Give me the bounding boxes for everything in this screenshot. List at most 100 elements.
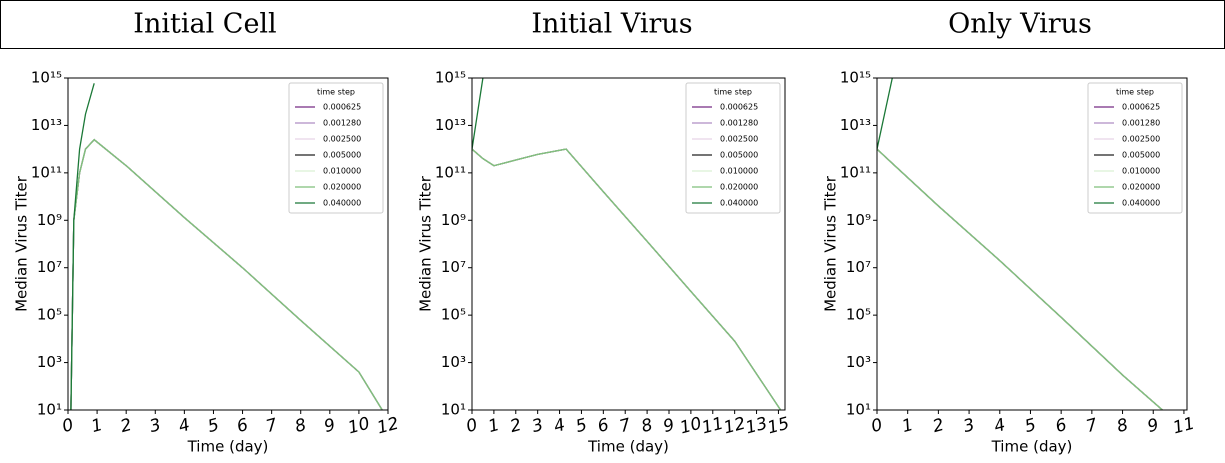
axes-frame bbox=[876, 77, 1188, 411]
x-tick-label: 3 bbox=[530, 415, 546, 437]
x-tick-label: 9 bbox=[661, 415, 677, 437]
chart-title: Initial Cell bbox=[133, 9, 276, 40]
x-tick-label: 6 bbox=[235, 415, 251, 437]
legend-label: 0.002500 bbox=[323, 135, 361, 144]
x-tick-label: 0 bbox=[869, 415, 885, 437]
x-tick-label: 1 bbox=[900, 415, 916, 437]
legend-title: time step bbox=[714, 88, 752, 97]
y-tick-label: 10⁹ bbox=[846, 211, 871, 229]
y-tick-label: 10⁹ bbox=[441, 211, 466, 229]
legend-label: 0.000625 bbox=[1122, 103, 1160, 112]
x-tick-label: 5 bbox=[206, 415, 222, 437]
plot-area bbox=[70, 83, 383, 410]
y-tick-label: 10⁵ bbox=[441, 306, 466, 324]
y-tick-label: 10⁹ bbox=[37, 211, 62, 229]
y-tick-label: 10⁷ bbox=[846, 258, 871, 276]
x-tick-label: 2 bbox=[931, 415, 947, 437]
legend-label: 0.010000 bbox=[1122, 167, 1160, 176]
x-tick-label: 8 bbox=[1115, 415, 1131, 437]
legend-title: time step bbox=[317, 88, 355, 97]
axes-frame bbox=[67, 77, 389, 411]
x-tick-label: 1 bbox=[89, 415, 105, 437]
x-tick-label: 6 bbox=[1053, 415, 1069, 437]
legend-title: time step bbox=[1116, 88, 1154, 97]
x-tick-label: 0 bbox=[464, 415, 480, 437]
y-tick-label: 10¹³ bbox=[840, 116, 871, 134]
x-axis-label: Time (day) bbox=[187, 438, 269, 456]
x-tick-label: 11 bbox=[1171, 414, 1197, 439]
legend-label: 0.000625 bbox=[323, 103, 361, 112]
x-tick-label: 8 bbox=[639, 415, 655, 437]
y-axis-label: Median Virus Titer bbox=[417, 175, 435, 312]
x-tick-label: 3 bbox=[961, 415, 977, 437]
plot-area bbox=[877, 78, 1163, 410]
legend-box bbox=[288, 82, 384, 214]
y-tick-label: 10¹ bbox=[37, 401, 62, 419]
legend-label: 0.020000 bbox=[323, 183, 361, 192]
chart-title: Initial Virus bbox=[531, 9, 692, 40]
legend-label: 0.040000 bbox=[1122, 199, 1160, 208]
y-tick-label: 10¹¹ bbox=[840, 163, 871, 181]
legend-label: 0.010000 bbox=[323, 167, 361, 176]
x-tick-label: 3 bbox=[147, 415, 163, 437]
legend-label: 0.002500 bbox=[720, 135, 758, 144]
x-tick-label: 1 bbox=[486, 415, 502, 437]
y-tick-label: 10³ bbox=[441, 353, 466, 371]
x-tick-label: 9 bbox=[1145, 415, 1161, 437]
x-tick-label: 7 bbox=[1084, 415, 1100, 437]
series-line bbox=[70, 138, 383, 410]
x-tick-label: 10 bbox=[678, 414, 704, 439]
x-tick-label: 12 bbox=[375, 414, 401, 439]
legend-label: 0.005000 bbox=[720, 151, 758, 160]
x-tick-label: 7 bbox=[264, 415, 280, 437]
x-tick-label: 6 bbox=[596, 415, 612, 437]
legend-box bbox=[1087, 82, 1183, 214]
x-tick-label: 4 bbox=[177, 415, 193, 437]
x-tick-label: 9 bbox=[322, 415, 338, 437]
axes-frame bbox=[471, 77, 786, 411]
x-axis-label: Time (day) bbox=[991, 438, 1073, 456]
y-tick-label: 10¹³ bbox=[435, 116, 466, 134]
legend-label: 0.001280 bbox=[1122, 119, 1160, 128]
x-tick-label: 13 bbox=[744, 414, 770, 439]
y-tick-label: 10³ bbox=[846, 353, 871, 371]
x-tick-label: 5 bbox=[1023, 415, 1039, 437]
series-line bbox=[472, 148, 782, 410]
y-tick-label: 10¹¹ bbox=[435, 163, 466, 181]
legend-label: 0.040000 bbox=[720, 199, 758, 208]
y-axis-label: Median Virus Titer bbox=[13, 175, 31, 312]
chart-title: Only Virus bbox=[948, 9, 1092, 40]
plot-area bbox=[472, 78, 782, 410]
legend-label: 0.001280 bbox=[323, 119, 361, 128]
legend-label: 0.001280 bbox=[720, 119, 758, 128]
legend-label: 0.002500 bbox=[1122, 135, 1160, 144]
y-tick-label: 10⁵ bbox=[846, 306, 871, 324]
x-tick-label: 12 bbox=[722, 414, 748, 439]
x-tick-label: 7 bbox=[617, 415, 633, 437]
legend-box bbox=[685, 82, 781, 214]
y-tick-label: 10¹⁵ bbox=[435, 69, 466, 87]
x-tick-label: 8 bbox=[293, 415, 309, 437]
y-tick-label: 10⁵ bbox=[37, 306, 62, 324]
y-tick-label: 10¹ bbox=[846, 401, 871, 419]
series-line bbox=[472, 78, 484, 150]
y-tick-label: 10⁷ bbox=[37, 258, 62, 276]
legend-label: 0.005000 bbox=[1122, 151, 1160, 160]
x-tick-label: 0 bbox=[60, 415, 76, 437]
legend-label: 0.000625 bbox=[720, 103, 758, 112]
y-tick-label: 10¹¹ bbox=[31, 163, 62, 181]
y-tick-label: 10¹³ bbox=[31, 116, 62, 134]
x-tick-label: 11 bbox=[700, 414, 726, 439]
legend-label: 0.010000 bbox=[720, 167, 758, 176]
legend-label: 0.020000 bbox=[720, 183, 758, 192]
y-tick-label: 10⁷ bbox=[441, 258, 466, 276]
y-tick-label: 10¹⁵ bbox=[840, 69, 871, 87]
x-tick-label: 10 bbox=[346, 414, 372, 439]
y-tick-label: 10¹ bbox=[441, 401, 466, 419]
series-line bbox=[877, 148, 1163, 410]
legend-label: 0.040000 bbox=[323, 199, 361, 208]
y-tick-label: 10¹⁵ bbox=[31, 69, 62, 87]
x-axis-label: Time (day) bbox=[587, 438, 669, 456]
series-line bbox=[877, 78, 893, 150]
x-tick-label: 5 bbox=[574, 415, 590, 437]
